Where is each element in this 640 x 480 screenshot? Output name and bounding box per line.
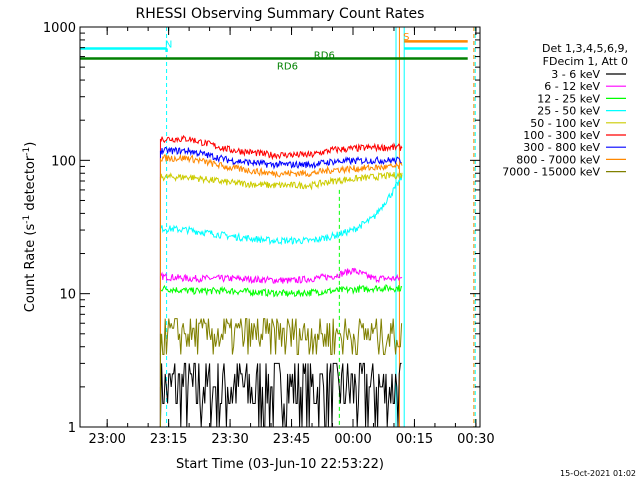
series-line-6 (160, 134, 403, 161)
annotation-2: S (403, 32, 409, 43)
series-line-8 (159, 153, 403, 179)
y-axis-ticks: 1 10 100 1000 (43, 21, 480, 436)
legend-label-7: 300 - 800 keV (523, 141, 600, 154)
x-tick-label-5: 00:00 (334, 432, 371, 447)
legend-label-5: 50 - 100 keV (530, 117, 600, 130)
y-label-sup1: -1 (22, 215, 32, 224)
legend-label-4: 25 - 50 keV (537, 105, 600, 118)
y-tick-label-3: 100 (51, 154, 76, 169)
legend-label-6: 100 - 300 keV (523, 129, 600, 142)
series-line-1 (159, 362, 402, 428)
legend-label-3: 12 - 25 keV (537, 92, 600, 105)
series-line-5 (159, 172, 403, 191)
x-tick-label-7: 00:30 (457, 432, 494, 447)
legend-label-9: 7000 - 15000 keV (502, 166, 600, 179)
annotation-layer: N S RD6 RD6 (165, 32, 410, 73)
x-tick-label-2: 23:15 (150, 432, 187, 447)
series-line-7 (159, 146, 403, 170)
series-line-4 (160, 174, 403, 246)
legend-title-line1: Det 1,3,4,5,6,9, (542, 42, 628, 55)
x-tick-label-6: 00:15 (396, 432, 433, 447)
series-line-9 (159, 318, 403, 355)
y-tick-label-1: 1 (68, 421, 76, 436)
x-tick-label-4: 23:45 (273, 432, 310, 447)
y-label-sup2: -1 (22, 147, 32, 156)
annotation-1: N (165, 40, 172, 51)
x-axis-ticks: 23:00 23:15 23:30 23:45 00:00 00:15 00:30 (88, 27, 495, 447)
legend-label-8: 800 - 7000 keV (516, 153, 600, 166)
series-layer (159, 134, 403, 428)
legend-label-2: 6 - 12 keV (544, 80, 600, 93)
annotation-3: RD6 (314, 51, 335, 62)
annotation-4: RD6 (277, 62, 298, 73)
chart-title: RHESSI Observing Summary Count Rates (136, 6, 425, 22)
legend: Det 1,3,4,5,6,9, FDecim 1, Att 0 3 - 6 k… (502, 42, 628, 179)
plot-decorations (79, 27, 476, 427)
legend-label-1: 3 - 6 keV (551, 68, 600, 81)
plot-frame (79, 26, 481, 428)
y-tick-label-4: 1000 (43, 21, 76, 36)
x-tick-label-1: 23:00 (88, 432, 125, 447)
x-tick-label-3: 23:30 (211, 432, 248, 447)
y-label-end: ) (23, 142, 38, 147)
date-stamp: 15-Oct-2021 01:02 (560, 469, 636, 478)
y-axis-label: Count Rate (s-1 detector-1) (22, 142, 38, 313)
series-line-2 (159, 267, 403, 285)
y-label-mid: detector (23, 155, 38, 215)
x-axis-label: Start Time (03-Jun-10 22:53:22) (176, 457, 384, 472)
y-tick-label-2: 10 (59, 288, 76, 303)
y-label-main: Count Rate (s (23, 224, 38, 313)
legend-title-line2: FDecim 1, Att 0 (543, 55, 628, 68)
series-line-3 (160, 284, 403, 298)
